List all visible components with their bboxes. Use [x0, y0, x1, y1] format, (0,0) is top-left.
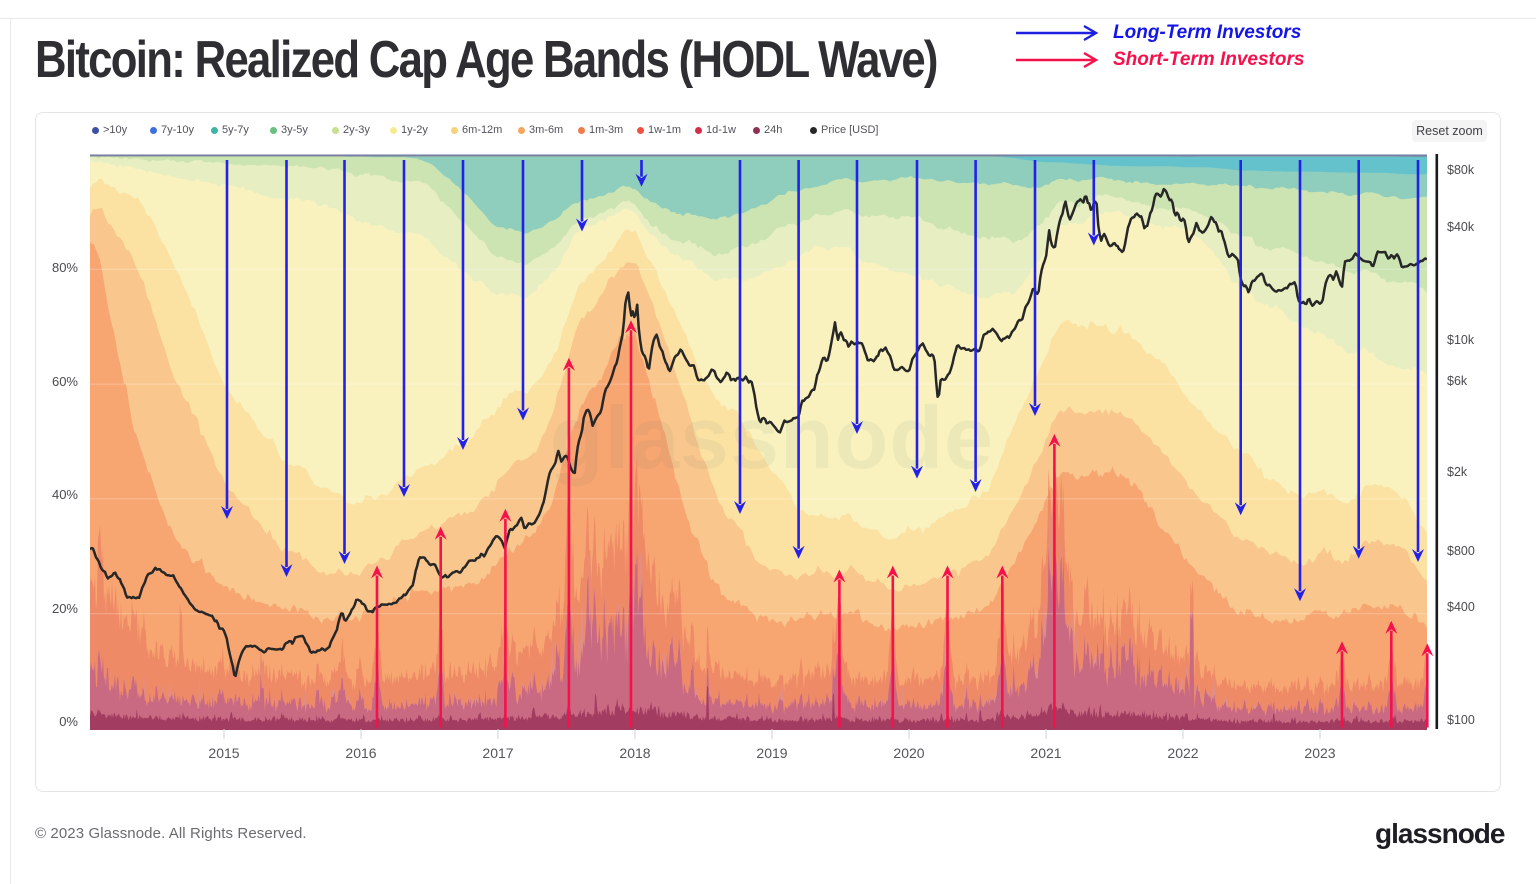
svg-text:glassnode: glassnode	[550, 388, 994, 487]
